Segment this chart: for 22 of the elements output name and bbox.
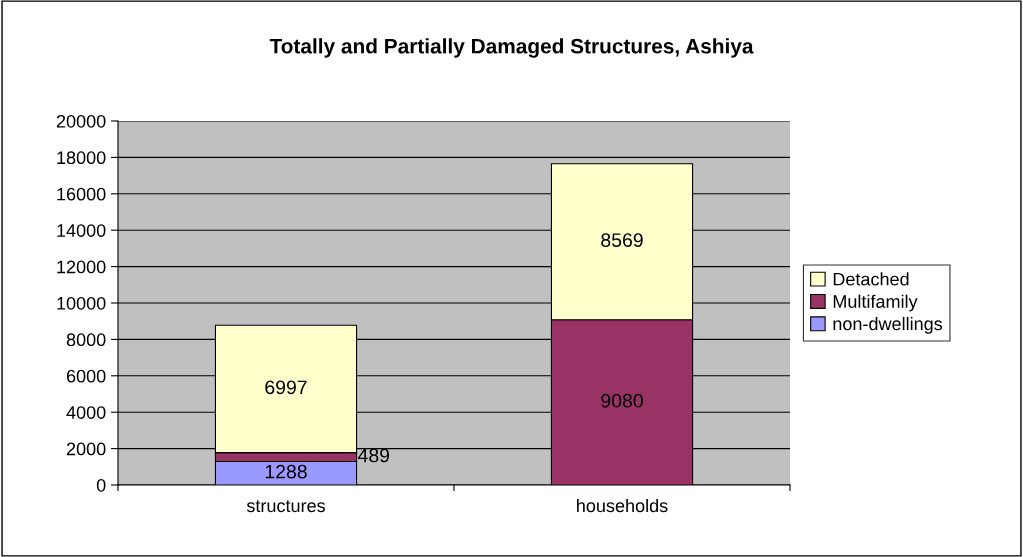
data-label: 6997 — [265, 380, 307, 395]
y-tick-label: 4000 — [66, 406, 106, 419]
legend-label: Detached — [833, 272, 909, 286]
legend-label: Multifamily — [833, 294, 918, 312]
y-tick-label: 12000 — [57, 260, 106, 274]
data-label: 8569 — [601, 233, 643, 247]
y-tick-label: 6000 — [66, 369, 106, 383]
legend-label: non-dwellings — [833, 316, 943, 334]
y-tick-label: 18000 — [57, 151, 106, 165]
y-tick-label: 20000 — [56, 114, 106, 128]
data-label: 9080 — [601, 393, 643, 408]
y-tick-label: 2000 — [66, 442, 106, 456]
y-tick-label: 0 — [96, 478, 106, 492]
y-tick-label: 10000 — [57, 296, 106, 310]
y-tick-label: 16000 — [57, 187, 106, 201]
data-label: 489 — [358, 448, 390, 463]
data-label: 1288 — [265, 464, 307, 479]
x-tick-label: households — [577, 498, 668, 513]
chart-title: Totally and Partially Damaged Structures, Ashiya — [269, 38, 754, 58]
y-tick-label: 14000 — [57, 224, 106, 237]
x-tick-label: structures — [246, 500, 325, 513]
y-tick-label: 8000 — [66, 333, 106, 347]
